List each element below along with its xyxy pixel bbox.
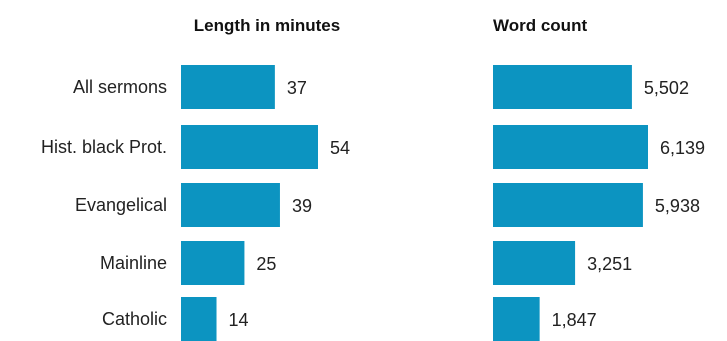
wordcount-panel-title: Word count	[493, 16, 587, 35]
wordcount-bar	[493, 183, 643, 227]
wordcount-bar	[493, 65, 632, 109]
wordcount-value-label: 1,847	[552, 310, 597, 330]
length-bar	[181, 183, 280, 227]
wordcount-bar	[493, 297, 540, 341]
length-panel-title: Length in minutes	[194, 16, 340, 35]
length-value-label: 37	[287, 78, 307, 98]
length-bar	[181, 65, 275, 109]
category-label: Catholic	[102, 309, 167, 329]
wordcount-value-label: 5,938	[655, 196, 700, 216]
length-value-label: 14	[229, 310, 249, 330]
category-label: Hist. black Prot.	[41, 137, 167, 157]
category-label: All sermons	[73, 77, 167, 97]
category-labels: All sermons Hist. black Prot. Evangelical M…	[41, 77, 167, 329]
wordcount-bars: 5,502 6,139 5,938 3,251 1,847	[493, 65, 705, 341]
length-bars: 37 54 39 25 14	[181, 65, 350, 341]
wordcount-value-label: 5,502	[644, 78, 689, 98]
length-value-label: 54	[330, 138, 350, 158]
wordcount-bar	[493, 241, 576, 285]
length-value-label: 39	[292, 196, 312, 216]
length-bar	[181, 297, 217, 341]
wordcount-value-label: 3,251	[587, 254, 632, 274]
length-value-label: 25	[256, 254, 276, 274]
category-label: Evangelical	[75, 195, 167, 215]
category-label: Mainline	[100, 253, 167, 273]
wordcount-bar	[493, 125, 648, 169]
wordcount-value-label: 6,139	[660, 138, 705, 158]
length-bar	[181, 241, 245, 285]
length-bar	[181, 125, 318, 169]
